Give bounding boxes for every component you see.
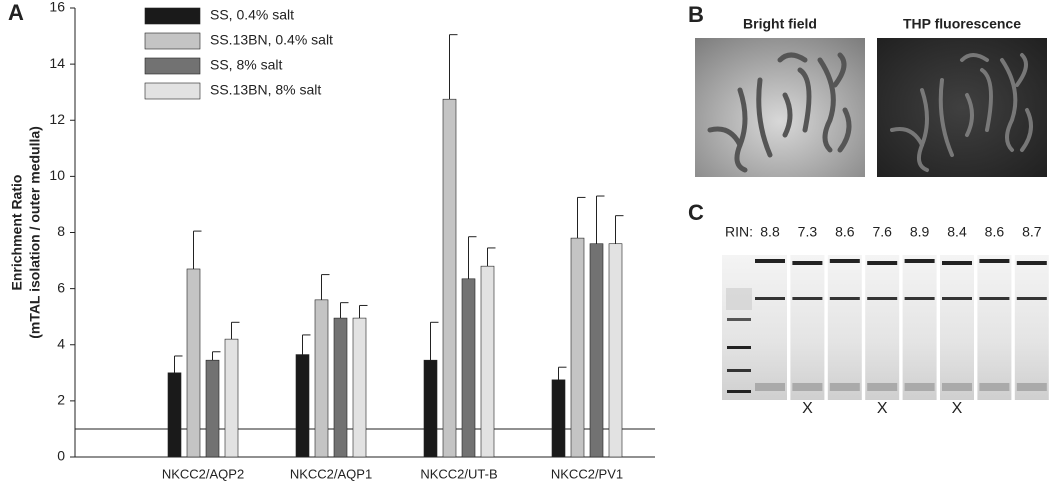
y-tick-label: 8 [57,223,65,239]
y-tick-label: 12 [49,111,65,127]
rin-value: 8.7 [1022,224,1042,240]
rin-value: 7.6 [872,224,892,240]
rin-value: 8.6 [985,224,1005,240]
y-axis-label: (mTAL isolation / outer medulla) [27,126,43,339]
bar [461,278,476,458]
gel-lane [1014,255,1049,400]
gel-band [829,259,860,263]
rin-value: 7.3 [798,224,818,240]
gel-band [792,297,823,300]
gel-lane [865,255,900,400]
x-tick-label: NKCC2/AQP1 [290,466,372,481]
gel-band [755,383,785,391]
bar [295,354,310,458]
gel-band [829,297,860,300]
fluorescence-image [877,38,1047,177]
gel-lane [790,255,825,400]
bar [608,243,623,458]
gel-band [942,297,972,300]
gel-band [979,383,1010,391]
legend-swatch [144,57,201,75]
image-title: Bright field [743,16,817,32]
legend-label: SS, 8% salt [210,57,282,73]
y-tick-label: 16 [49,0,65,15]
x-tick-label: NKCC2/AQP2 [162,466,244,481]
rin-value: 8.9 [910,224,930,240]
legend-label: SS.13BN, 0.4% salt [210,32,333,48]
exclusion-mark: X [802,400,813,417]
gel-band [755,259,785,263]
x-tick-label: NKCC2/UT-B [420,466,497,481]
gel-lane [827,255,862,400]
gel-band [867,297,898,300]
bar [480,265,495,458]
legend-label: SS.13BN, 8% salt [210,82,321,98]
panel-label: B [688,2,704,27]
gel-band [867,383,898,391]
x-tick-label: NKCC2/PV1 [551,466,623,481]
y-tick-label: 2 [57,392,65,408]
rin-value: 8.4 [947,224,967,240]
bright-field-image [695,38,865,177]
image-title: THP fluorescence [903,16,1021,32]
gel-band [792,383,823,391]
y-axis-label: Enrichment Ratio [9,175,25,291]
bar [224,338,239,458]
y-tick-label: 6 [57,279,65,295]
gel-band [979,259,1010,263]
legend-swatch [144,82,201,100]
exclusion-mark: X [952,400,963,417]
bar [589,243,604,458]
y-tick-label: 0 [57,448,65,464]
bar [570,237,585,458]
gel-lane [940,255,974,400]
bar [352,317,367,458]
bar [314,299,329,458]
y-tick-label: 4 [57,335,65,351]
rin-value: 8.6 [835,224,855,240]
ladder-lane [722,255,756,400]
rin-value: 8.8 [760,224,780,240]
bar [442,98,457,458]
gel-band [867,261,898,265]
bar [205,359,220,458]
gel-band [1016,261,1047,265]
panel-label: C [688,200,704,225]
gel-band [829,383,860,391]
gel-band [942,383,972,391]
gel-band [904,383,935,391]
gel-band [979,297,1010,300]
gel-band [792,261,823,265]
bar [423,359,438,458]
gel-lane [902,255,937,400]
bar [551,379,566,458]
rin-label: RIN: [725,224,753,240]
legend-swatch [144,32,201,50]
bar [167,372,182,458]
exclusion-mark: X [877,400,888,417]
gel-lane [977,255,1012,400]
gel-band [1016,297,1047,300]
gel-lane [753,255,787,400]
gel-band [755,297,785,300]
legend-label: SS, 0.4% salt [210,7,294,23]
gel-band [904,259,935,263]
bar [333,317,348,458]
y-tick-label: 10 [49,167,65,183]
panel-label: A [8,0,24,25]
bar [186,268,201,458]
gel-band [1016,383,1047,391]
y-tick-label: 14 [49,55,65,71]
gel-band [904,297,935,300]
legend-swatch [144,7,201,25]
gel-band [942,261,972,265]
